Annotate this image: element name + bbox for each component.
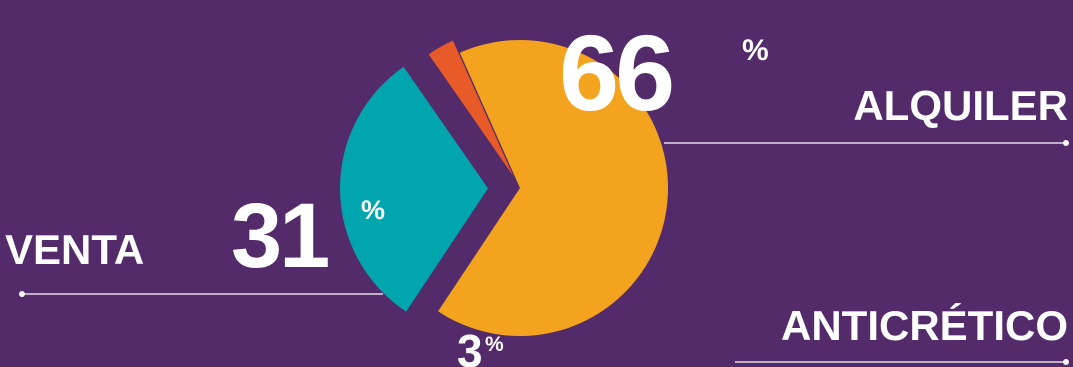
unit-label-venta: %: [361, 195, 385, 225]
pie-slice-venta: [340, 66, 489, 312]
pie-slice-anticretico: [428, 40, 514, 176]
category-label-anticretico: ANTICRÉTICO: [781, 302, 1068, 349]
value-label-alquiler: 66: [559, 12, 672, 133]
category-label-venta: VENTA: [5, 226, 144, 273]
leader-dot-anticretico: [1063, 359, 1069, 365]
pie-slice-alquiler: [438, 39, 669, 336]
leader-dot-venta: [19, 291, 25, 297]
value-label-venta: 31: [231, 185, 328, 287]
leader-dot-alquiler: [1063, 140, 1069, 146]
category-label-alquiler: ALQUILER: [853, 82, 1068, 129]
unit-label-alquiler: %: [742, 34, 769, 67]
unit-label-anticretico: %: [485, 333, 504, 356]
value-label-anticretico: 3: [457, 325, 483, 367]
